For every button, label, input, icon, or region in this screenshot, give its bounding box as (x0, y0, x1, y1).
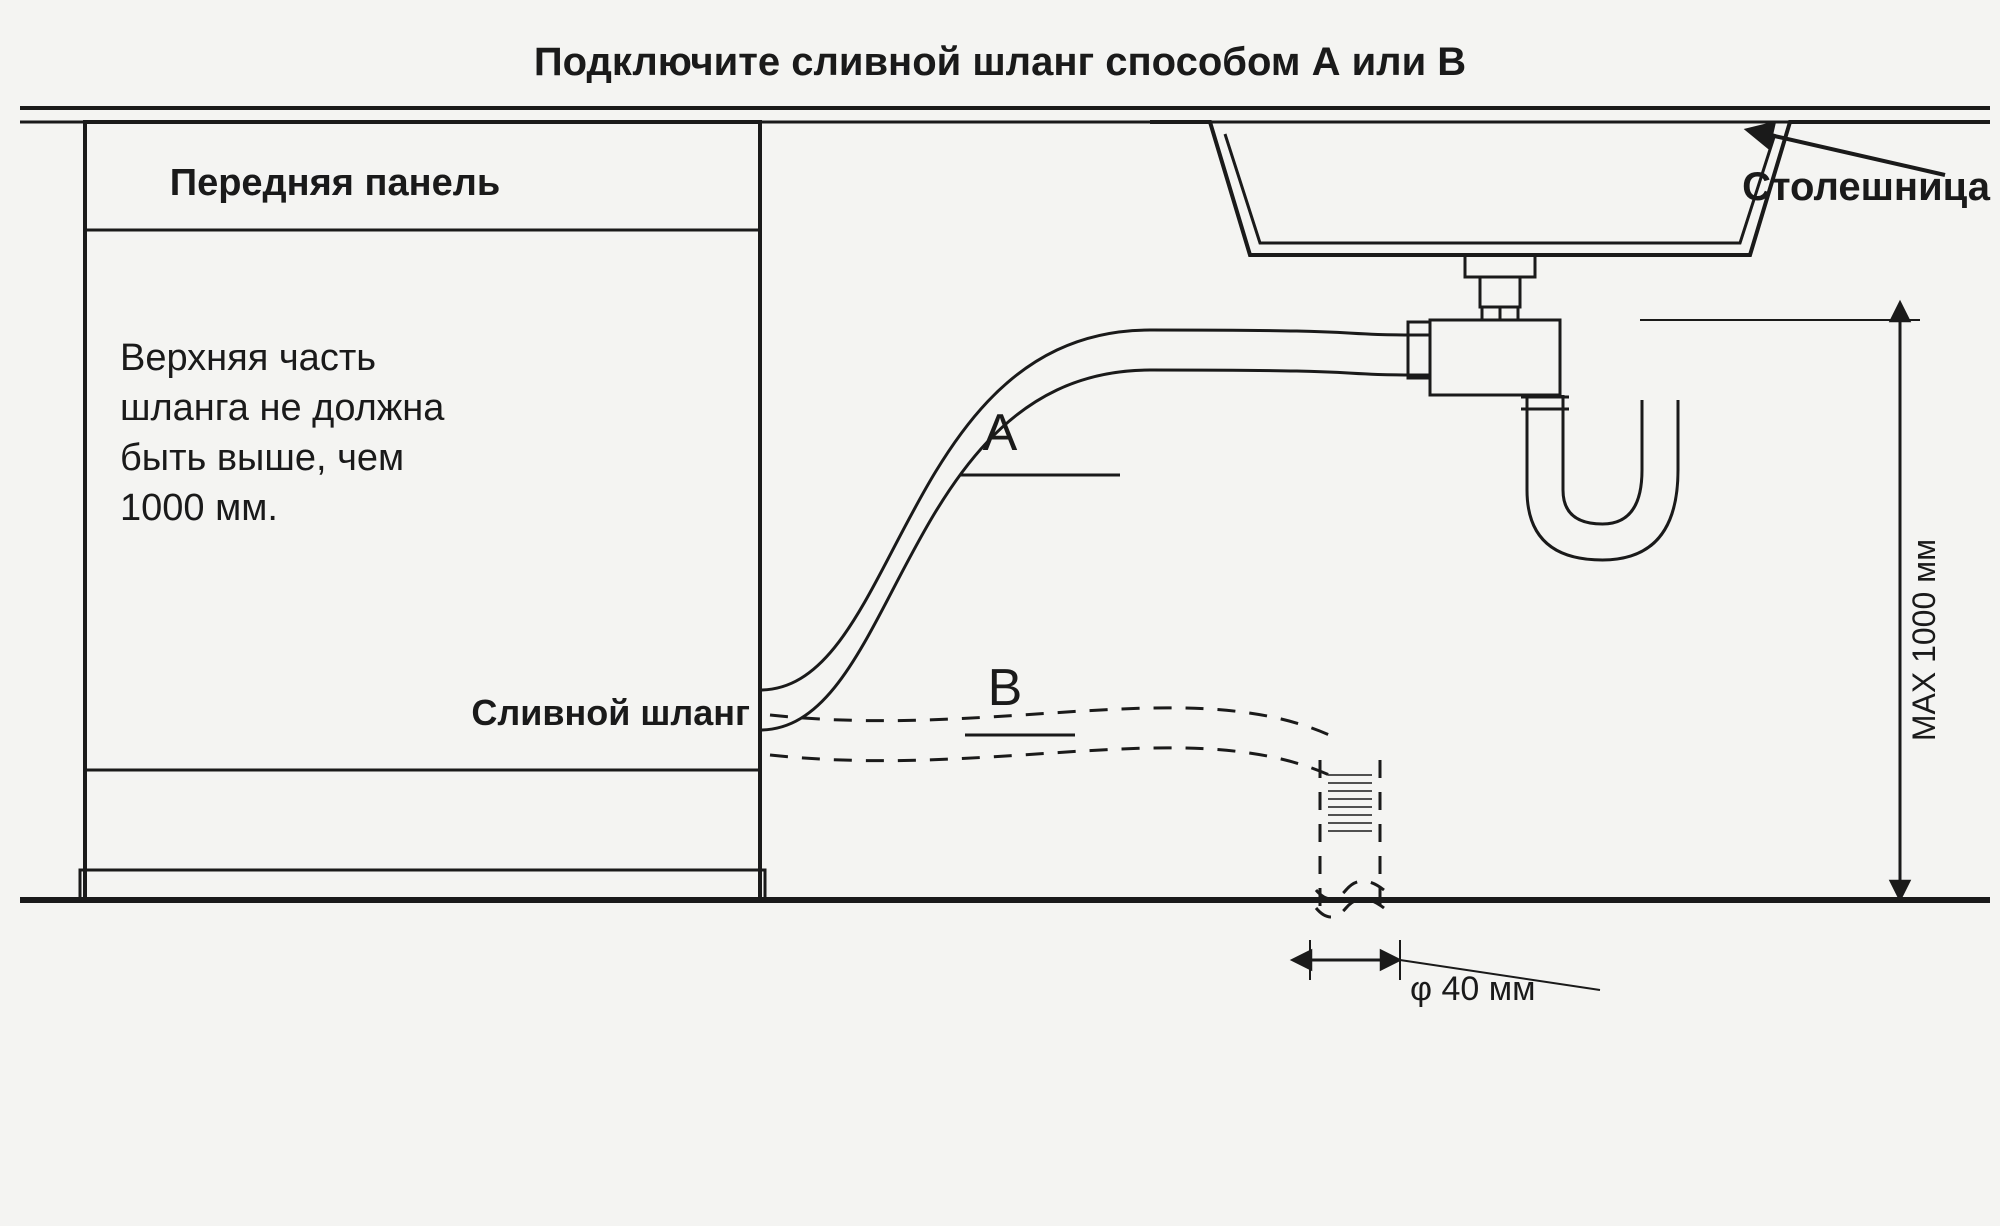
diagram-title: Подключите сливной шланг способом А или … (534, 40, 1466, 84)
label-method-b: В (988, 659, 1023, 717)
sink-drain-flange (1465, 255, 1535, 277)
hose-note-line4: 1000 мм. (120, 487, 278, 529)
siphon-tee (1430, 320, 1560, 395)
label-drain-hose: Сливной шланг (471, 692, 750, 733)
label-method-a: А (983, 404, 1018, 462)
installation-diagram: Подключите сливной шланг способом А или … (0, 0, 2000, 1226)
hose-a-top (760, 330, 1430, 690)
hose-note-line2: шланга не должна (120, 387, 445, 429)
appliance-base (80, 870, 765, 900)
label-phi-40mm: φ 40 мм (1410, 970, 1536, 1008)
label-max-1000mm: MAX 1000 мм (1906, 539, 1942, 741)
hose-b-bottom (770, 748, 1340, 780)
hose-note-line3: быть выше, чем (120, 437, 404, 479)
label-countertop: Столешница (1742, 165, 1991, 209)
hose-a-coupling (1408, 322, 1430, 378)
hose-a-bottom (760, 370, 1430, 730)
hose-note-line1: Верхняя часть (120, 337, 376, 379)
sink-drain-stub (1480, 277, 1520, 307)
siphon-trap (1527, 395, 1678, 560)
label-front-panel: Передняя панель (170, 162, 500, 204)
sink-bowl-inner (1225, 134, 1775, 243)
